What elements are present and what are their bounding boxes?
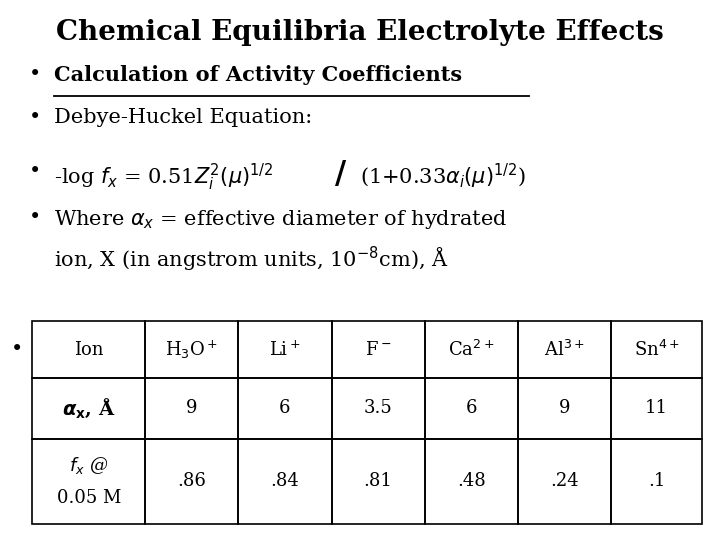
Bar	[32, 438, 145, 524]
Text: Al$^{3+}$: Al$^{3+}$	[544, 340, 585, 360]
Bar	[32, 321, 145, 378]
Text: .24: .24	[550, 472, 579, 490]
Bar	[611, 438, 702, 524]
Text: .86: .86	[177, 472, 206, 490]
Bar	[32, 378, 145, 438]
Text: 11: 11	[645, 400, 668, 417]
Text: Ca$^{2+}$: Ca$^{2+}$	[448, 340, 495, 360]
Text: 9: 9	[186, 400, 197, 417]
Text: •: •	[29, 162, 41, 181]
Text: .81: .81	[364, 472, 392, 490]
Text: •: •	[29, 108, 41, 127]
Text: Li$^+$: Li$^+$	[269, 340, 301, 359]
Text: 9: 9	[559, 400, 570, 417]
Text: •: •	[29, 208, 41, 227]
Text: 3.5: 3.5	[364, 400, 392, 417]
Text: .48: .48	[457, 472, 486, 490]
Bar	[238, 378, 331, 438]
Bar	[518, 378, 611, 438]
Bar	[518, 321, 611, 378]
Text: 6: 6	[279, 400, 291, 417]
Bar	[145, 378, 238, 438]
Text: (1+0.33$\alpha_i(\mu)^{1/2}$): (1+0.33$\alpha_i(\mu)^{1/2}$)	[360, 162, 526, 191]
Bar	[425, 321, 518, 378]
Text: Sn$^{4+}$: Sn$^{4+}$	[634, 340, 680, 360]
Text: Where $\alpha_x$ = effective diameter of hydrated: Where $\alpha_x$ = effective diameter of…	[54, 208, 507, 231]
Bar	[611, 321, 702, 378]
Text: -log $\mathit{f}_x$ = 0.51$Z_i^2(\mu)^{1/2}$: -log $\mathit{f}_x$ = 0.51$Z_i^2(\mu)^{1…	[54, 162, 273, 193]
Text: H$_3$O$^+$: H$_3$O$^+$	[166, 339, 218, 361]
Text: Debye-Huckel Equation:: Debye-Huckel Equation:	[54, 108, 312, 127]
Text: 6: 6	[466, 400, 477, 417]
Bar	[331, 378, 425, 438]
Text: $f_x$ @: $f_x$ @	[69, 455, 109, 476]
Text: ion, X (in angstrom units, 10$^{-8}$cm), Å: ion, X (in angstrom units, 10$^{-8}$cm),…	[54, 245, 449, 274]
Text: •: •	[29, 65, 41, 84]
Text: Calculation of Activity Coefficients: Calculation of Activity Coefficients	[54, 65, 462, 85]
Text: Ion: Ion	[74, 341, 104, 359]
Text: F$^-$: F$^-$	[365, 341, 391, 359]
Bar	[611, 378, 702, 438]
Bar	[518, 438, 611, 524]
Bar	[145, 321, 238, 378]
Text: 0.05 M: 0.05 M	[57, 489, 121, 507]
Bar	[425, 438, 518, 524]
Bar	[331, 438, 425, 524]
Text: $\boldsymbol{\alpha}_\mathbf{x}$, Å: $\boldsymbol{\alpha}_\mathbf{x}$, Å	[62, 396, 116, 420]
Text: .1: .1	[648, 472, 665, 490]
Text: Chemical Equilibria Electrolyte Effects: Chemical Equilibria Electrolyte Effects	[56, 19, 664, 46]
Bar	[425, 378, 518, 438]
Text: .84: .84	[271, 472, 300, 490]
Bar	[145, 438, 238, 524]
Bar	[238, 438, 331, 524]
Text: /: /	[335, 159, 346, 190]
Bar	[238, 321, 331, 378]
Text: •: •	[11, 340, 23, 359]
Bar	[331, 321, 425, 378]
